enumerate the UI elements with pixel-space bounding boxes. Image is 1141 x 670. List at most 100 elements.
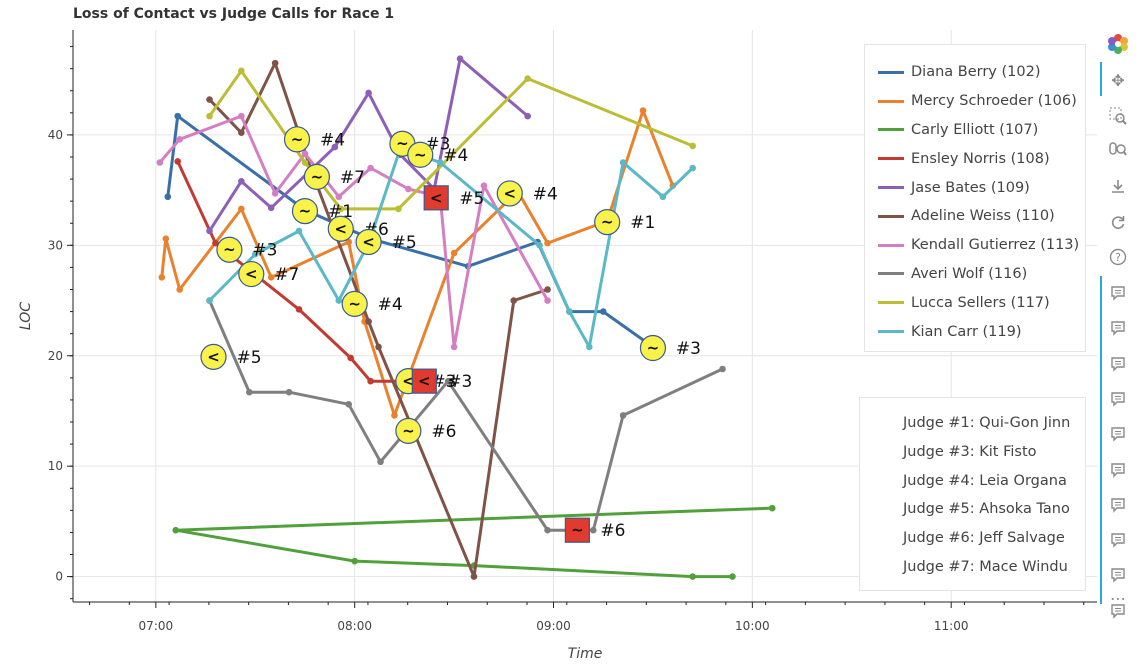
judge-call-symbol: <	[362, 233, 375, 251]
judge-call-label: #3	[431, 372, 456, 392]
hover-icon[interactable]	[1106, 528, 1130, 552]
data-point	[301, 159, 309, 166]
hover-icon[interactable]	[1106, 281, 1130, 305]
legend-item[interactable]: Jase Bates (109)	[865, 173, 1085, 202]
x-tick-label: 10:00	[735, 619, 770, 633]
wheel-zoom-icon[interactable]	[1106, 138, 1130, 162]
data-point	[267, 204, 275, 212]
legend-swatch	[878, 70, 904, 74]
legend-item[interactable]: Adeline Weiss (110)	[865, 202, 1085, 231]
data-point	[176, 136, 184, 143]
judge-call-symbol: ~	[311, 168, 324, 186]
data-point	[206, 227, 213, 235]
hover-icon[interactable]	[1106, 387, 1130, 411]
more-icon[interactable]: ⋯	[1110, 588, 1126, 608]
judge-call-label: #3	[676, 339, 701, 359]
judge-call-symbol: ~	[396, 135, 409, 153]
data-point	[285, 388, 293, 396]
legend-item[interactable]: Ensley Norris (108)	[865, 144, 1085, 173]
data-point	[238, 205, 245, 213]
series-line	[158, 114, 550, 349]
judge-call-symbol: <	[418, 372, 431, 390]
data-point	[589, 526, 597, 534]
judge-call-label: #1	[630, 213, 655, 233]
bokeh-logo-icon[interactable]	[1106, 32, 1130, 56]
hover-icon[interactable]	[1106, 458, 1130, 482]
judge-call-symbol: <	[402, 372, 415, 390]
judge-call-symbol: <	[503, 184, 516, 202]
save-icon[interactable]	[1106, 174, 1130, 198]
data-point	[391, 412, 398, 419]
help-icon[interactable]: ?	[1106, 245, 1130, 269]
judge-legend-item: Judge #1: Qui-Gon Jinn	[903, 415, 1071, 432]
x-tick-label: 07:00	[139, 619, 174, 633]
legend-swatch	[878, 186, 904, 190]
series-legend: Diana Berry (102) Mercy Schroeder (106) Ca…	[864, 44, 1086, 352]
judge-call-symbol: ~	[223, 241, 236, 259]
reset-icon[interactable]	[1106, 210, 1130, 234]
legend-item[interactable]: Mercy Schroeder (106)	[865, 87, 1085, 116]
box-zoom-icon[interactable]	[1106, 104, 1130, 128]
legend-item[interactable]: Carly Elliott (107)	[865, 116, 1085, 145]
y-tick-label: 20	[48, 349, 63, 363]
data-point	[599, 308, 607, 315]
legend-label: Mercy Schroeder (106)	[911, 93, 1077, 110]
legend-item[interactable]: Lucca Sellers (117)	[865, 288, 1085, 317]
legend-label: Jase Bates (109)	[911, 179, 1030, 196]
data-point	[395, 205, 402, 213]
hover-icon[interactable]	[1106, 316, 1130, 340]
judge-call-label: #3	[447, 372, 472, 392]
judge-call-symbol: <	[207, 348, 220, 366]
legend-item[interactable]: Kian Carr (119)	[865, 317, 1085, 346]
judge-call-marker	[327, 215, 354, 242]
pan-icon[interactable]: ✥	[1111, 70, 1125, 90]
series-line	[174, 506, 774, 579]
hover-icon[interactable]	[1106, 563, 1130, 587]
hover-icon[interactable]	[1106, 352, 1130, 376]
data-point	[444, 377, 452, 385]
legend-swatch	[878, 157, 904, 161]
judge-call-label: #6	[600, 521, 625, 541]
legend-item[interactable]: Averi Wolf (116)	[865, 260, 1085, 289]
hover-icon[interactable]	[1106, 422, 1130, 446]
judge-call-marker	[395, 417, 422, 444]
judge-call-marker	[355, 228, 382, 256]
hover-icon[interactable]	[1106, 599, 1130, 623]
judge-call-label: #4	[533, 184, 558, 204]
chart-title: Loss of Contact vs Judge Calls for Race …	[73, 6, 395, 22]
data-point	[174, 158, 182, 165]
data-point	[156, 159, 164, 166]
hover-icon[interactable]	[1106, 493, 1130, 517]
legend-label: Adeline Weiss (110)	[911, 208, 1055, 225]
data-point	[377, 458, 384, 466]
data-point	[295, 306, 303, 313]
data-point	[659, 193, 667, 201]
judge-call-label: #5	[459, 189, 484, 209]
judge-call-label: #4	[443, 146, 468, 166]
data-point	[450, 343, 458, 351]
legend-item[interactable]: Kendall Gutierrez (113)	[865, 231, 1085, 260]
data-point	[619, 159, 627, 166]
judge-call-marker	[238, 260, 265, 288]
judge-legend: Judge #1: Qui-Gon Jinn Judge #3: Kit Fist…	[859, 397, 1086, 591]
judge-penalty-marker	[411, 368, 437, 394]
data-point	[246, 388, 253, 396]
judge-call-marker	[291, 197, 319, 225]
judge-call-symbol: ~	[402, 422, 415, 440]
data-point	[238, 67, 245, 75]
data-point	[345, 238, 353, 246]
legend-item[interactable]: Diana Berry (102)	[865, 58, 1085, 87]
judge-call-symbol: <	[245, 265, 258, 283]
data-point	[566, 308, 573, 315]
data-point	[405, 185, 412, 193]
data-point	[238, 112, 245, 120]
data-point	[586, 343, 593, 351]
x-tick-label: 09:00	[536, 619, 571, 633]
data-point	[206, 96, 213, 103]
data-point	[206, 297, 213, 304]
data-point	[345, 401, 353, 408]
judge-legend-item: Judge #7: Mace Windu	[903, 558, 1068, 575]
judge-call-symbol: ~	[414, 146, 427, 164]
judge-legend-item: Judge #6: Jeff Salvage	[903, 530, 1065, 547]
legend-swatch	[878, 301, 904, 305]
